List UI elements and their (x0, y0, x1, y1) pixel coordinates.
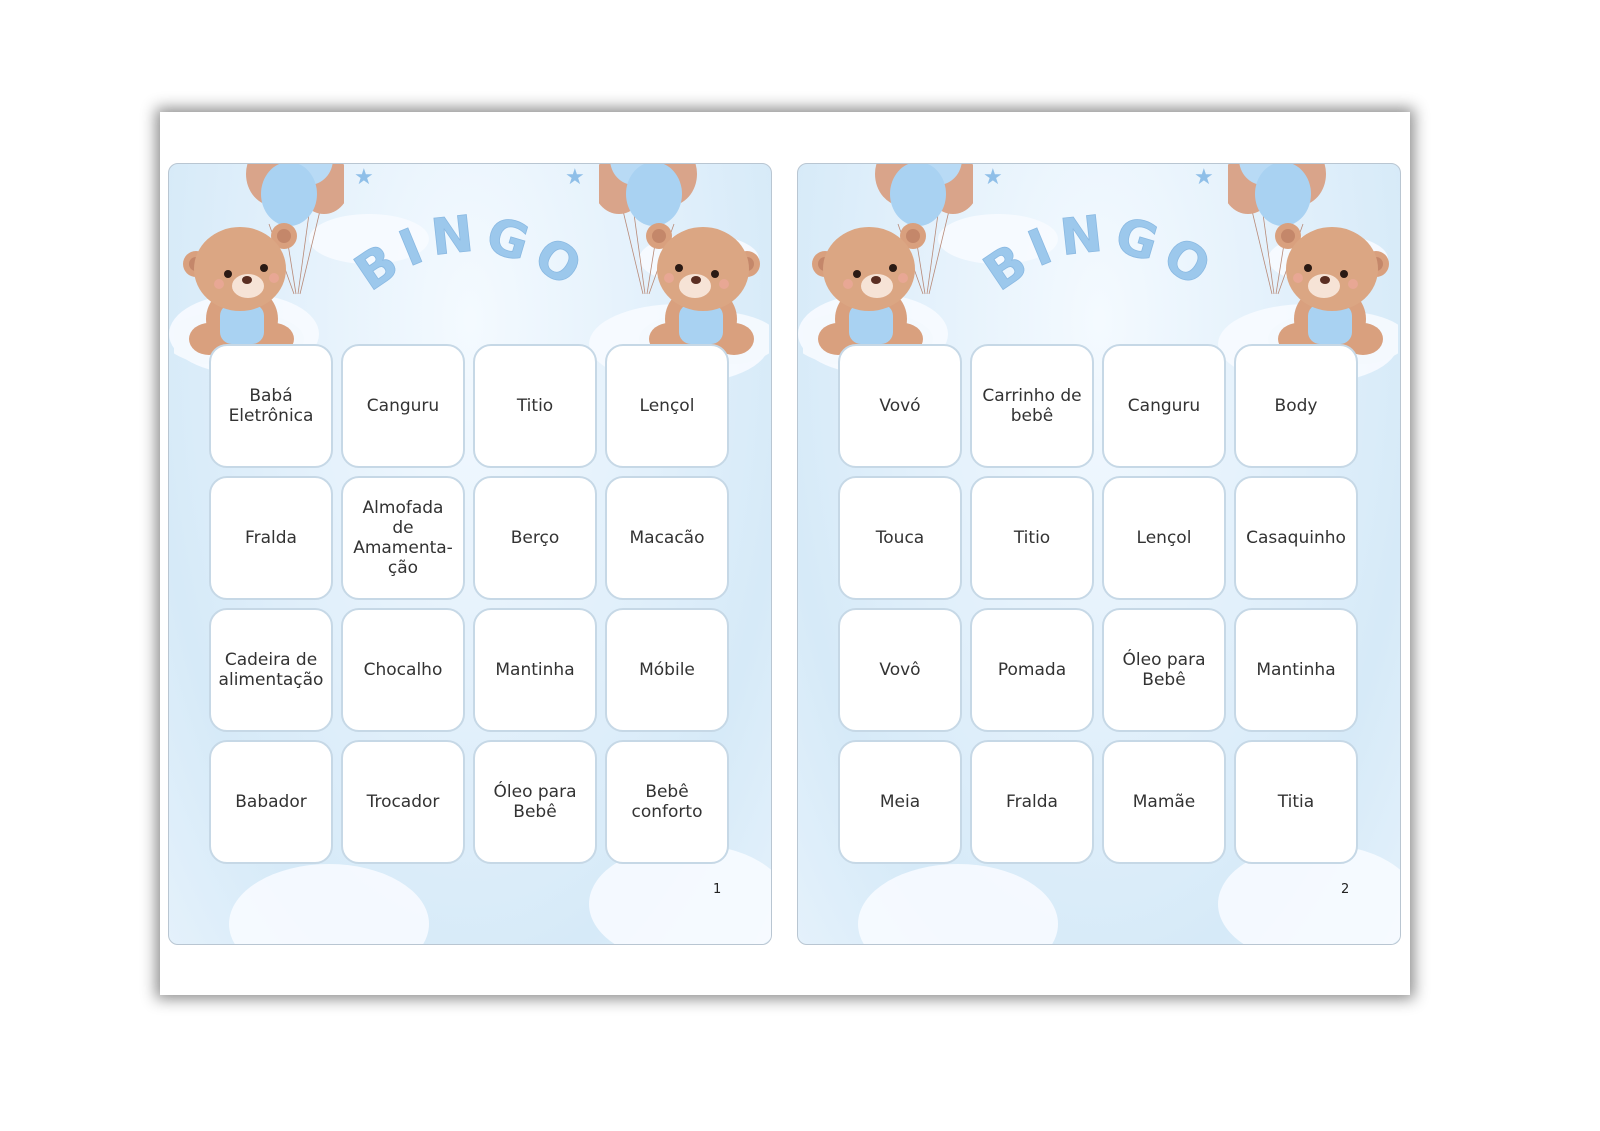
cloud-decoration (938, 214, 1058, 264)
bingo-cell[interactable]: Touca (838, 476, 962, 600)
cloud-decoration (858, 864, 1058, 944)
bingo-cell[interactable]: Body (1234, 344, 1358, 468)
bingo-cell[interactable]: Titio (473, 344, 597, 468)
bingo-cell[interactable]: Óleo para Bebê (1102, 608, 1226, 732)
bingo-cell[interactable]: Óleo para Bebê (473, 740, 597, 864)
bingo-cell[interactable]: Meia (838, 740, 962, 864)
star-icon: ★ (1194, 164, 1214, 189)
bingo-cell[interactable]: Mantinha (1234, 608, 1358, 732)
bingo-card-2: ★ ★ BINGO Vovó Carrinho de bebê Canguru Body… (797, 163, 1401, 945)
bingo-cell[interactable]: Cadeira de alimentação (209, 608, 333, 732)
bingo-cell[interactable]: Carrinho de bebê (970, 344, 1094, 468)
star-icon: ★ (354, 164, 374, 189)
bingo-cell[interactable]: Bebê conforto (605, 740, 729, 864)
bingo-title-text: BINGO (973, 204, 1227, 302)
bingo-cell[interactable]: Fralda (970, 740, 1094, 864)
bingo-cell[interactable]: Lençol (605, 344, 729, 468)
bingo-cell[interactable]: Almofada de Amamenta- ção (341, 476, 465, 600)
page-number: 2 (1341, 882, 1350, 897)
bingo-cell[interactable]: Canguru (341, 344, 465, 468)
page-number: 1 (713, 882, 722, 897)
bingo-cell[interactable]: Babador (209, 740, 333, 864)
bingo-cell[interactable]: Pomada (970, 608, 1094, 732)
bingo-cell[interactable]: Móbile (605, 608, 729, 732)
bingo-cell[interactable]: Mantinha (473, 608, 597, 732)
bingo-cell[interactable]: Fralda (209, 476, 333, 600)
teddy-bear-right (1222, 164, 1400, 369)
bingo-cell[interactable]: Berço (473, 476, 597, 600)
bingo-title-text: BINGO (344, 204, 598, 302)
bingo-cell[interactable]: Vovô (838, 608, 962, 732)
bingo-cell[interactable]: Babá Eletrônica (209, 344, 333, 468)
bingo-cell[interactable]: Titia (1234, 740, 1358, 864)
bingo-grid: Vovó Carrinho de bebê Canguru Body Touca Titi… (838, 344, 1358, 864)
bingo-grid: Babá Eletrônica Canguru Titio Lençol Fralda A… (209, 344, 729, 864)
bingo-cell[interactable]: Canguru (1102, 344, 1226, 468)
bingo-cell[interactable]: Casaquinho (1234, 476, 1358, 600)
cloud-decoration (229, 864, 429, 944)
teddy-bear-right (593, 164, 771, 369)
cloud-decoration (309, 214, 429, 264)
bingo-cell[interactable]: Macacão (605, 476, 729, 600)
bingo-card-1: ★ ★ BINGO Babá Eletrônica Canguru Titio Lenç… (168, 163, 772, 945)
bingo-cell[interactable]: Trocador (341, 740, 465, 864)
bingo-title: BINGO (973, 203, 1227, 302)
bingo-title: BINGO (344, 203, 598, 302)
bingo-cell[interactable]: Vovó (838, 344, 962, 468)
bingo-cell[interactable]: Mamãe (1102, 740, 1226, 864)
bingo-cell[interactable]: Titio (970, 476, 1094, 600)
star-icon: ★ (983, 164, 1003, 189)
bingo-cell[interactable]: Lençol (1102, 476, 1226, 600)
star-icon: ★ (565, 164, 585, 189)
bingo-cell[interactable]: Chocalho (341, 608, 465, 732)
